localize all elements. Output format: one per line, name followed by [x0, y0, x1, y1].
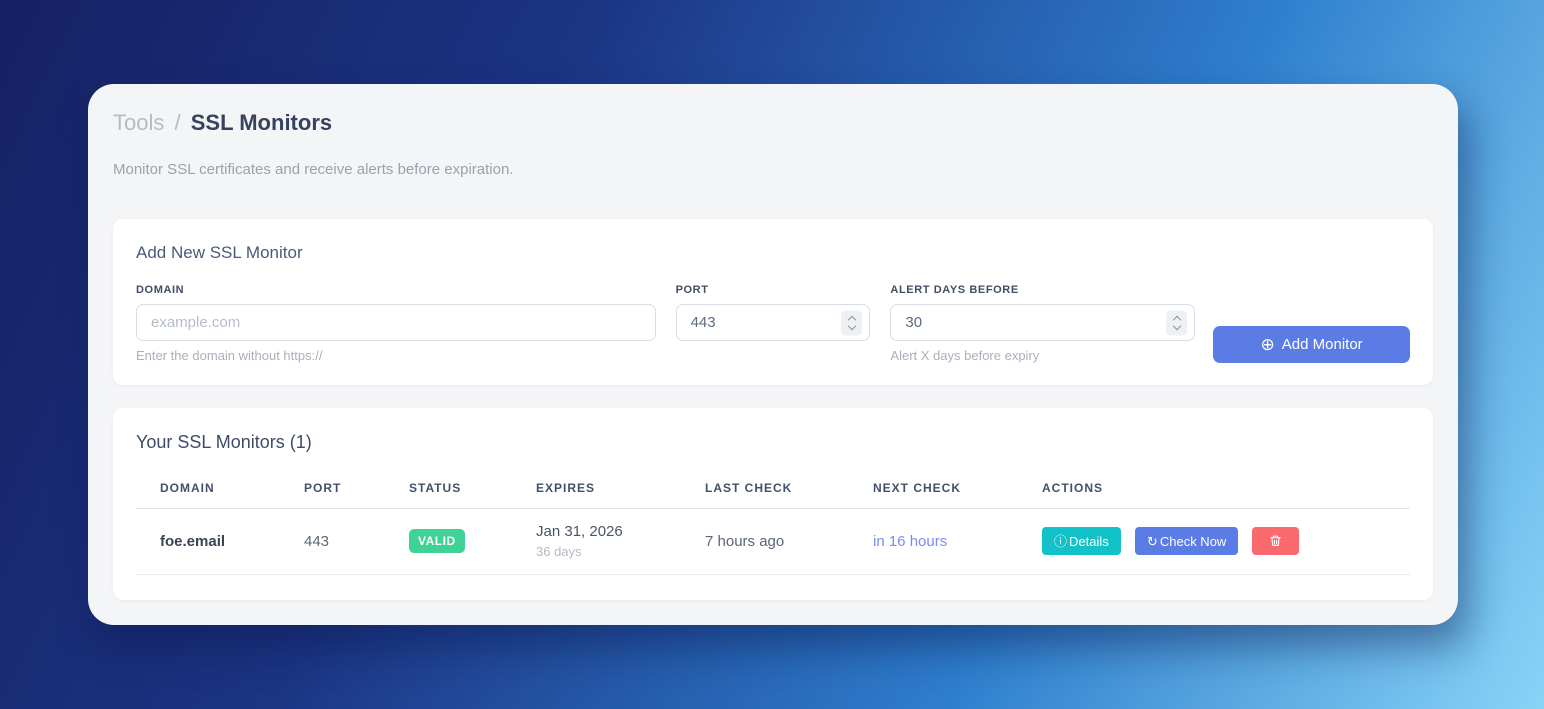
- chevron-down-icon: [1172, 321, 1181, 330]
- check-now-button-label: Check Now: [1159, 533, 1227, 549]
- chevron-down-icon: [847, 321, 857, 330]
- alert-days-field-group: ALERT DAYS BEFORE Alert X days before ex…: [890, 284, 1196, 363]
- monitors-table: DOMAIN PORT STATUS EXPIRES LAST CHECK NE…: [136, 475, 1410, 575]
- alert-days-label: ALERT DAYS BEFORE: [890, 284, 1019, 296]
- last-check-time: 7 hours ago: [681, 508, 849, 575]
- port-field-group: PORT: [675, 284, 871, 363]
- alert-days-stepper[interactable]: [1166, 310, 1188, 335]
- add-monitor-card: Add New SSL Monitor DOMAIN Enter the dom…: [113, 219, 1433, 385]
- details-button[interactable]: ⓘ Details: [1042, 527, 1121, 555]
- port-input[interactable]: [675, 304, 871, 341]
- monitors-card: Your SSL Monitors (1) DOMAIN PORT STATUS…: [113, 408, 1433, 600]
- column-header-next-check: NEXT CHECK: [849, 475, 1018, 509]
- check-now-button[interactable]: ↻ Check Now: [1134, 527, 1239, 555]
- details-button-label: Details: [1069, 533, 1109, 549]
- column-header-status: STATUS: [385, 475, 512, 509]
- expires-days-remaining: 36 days: [536, 544, 582, 559]
- add-monitor-form: DOMAIN Enter the domain without https://…: [136, 284, 1411, 363]
- alert-days-input[interactable]: [890, 304, 1196, 341]
- expires-date: Jan 31, 2026: [536, 523, 623, 540]
- column-header-last-check: LAST CHECK: [681, 475, 849, 509]
- plus-circle-icon: ⊕: [1260, 335, 1275, 354]
- refresh-icon: ↻: [1146, 533, 1158, 549]
- page-title: SSL Monitors: [190, 110, 333, 135]
- alert-days-help-text: Alert X days before expiry: [890, 348, 1040, 363]
- trash-icon: [1270, 535, 1282, 546]
- monitor-port: 443: [280, 508, 385, 575]
- monitor-domain: foe.email: [136, 508, 280, 575]
- column-header-domain: DOMAIN: [136, 475, 280, 509]
- main-panel: Tools / SSL Monitors Monitor SSL certifi…: [88, 84, 1458, 625]
- domain-help-text: Enter the domain without https://: [136, 348, 323, 363]
- info-icon: ⓘ: [1054, 533, 1068, 549]
- monitors-card-title: Your SSL Monitors (1): [136, 432, 312, 452]
- domain-input[interactable]: [136, 304, 656, 341]
- port-label: PORT: [675, 284, 709, 296]
- domain-field-group: DOMAIN Enter the domain without https://: [136, 284, 656, 363]
- breadcrumb-tools-link[interactable]: Tools: [113, 110, 165, 135]
- row-actions: ⓘ Details ↻ Check Now: [1018, 508, 1410, 575]
- port-stepper[interactable]: [841, 310, 863, 335]
- table-row: foe.email 443 VALID Jan 31, 2026 36 days…: [136, 508, 1410, 575]
- table-header-row: DOMAIN PORT STATUS EXPIRES LAST CHECK NE…: [136, 475, 1410, 509]
- add-monitor-button-label: Add Monitor: [1281, 336, 1363, 353]
- status-badge: VALID: [409, 529, 465, 553]
- breadcrumb-separator: /: [174, 110, 181, 135]
- column-header-port: PORT: [280, 475, 385, 509]
- breadcrumb: Tools / SSL Monitors: [113, 110, 1433, 136]
- page-subtitle: Monitor SSL certificates and receive ale…: [113, 161, 514, 178]
- column-header-actions: ACTIONS: [1018, 475, 1410, 509]
- delete-button[interactable]: [1252, 527, 1300, 555]
- column-header-expires: EXPIRES: [512, 475, 681, 509]
- domain-label: DOMAIN: [136, 284, 185, 296]
- add-monitor-button[interactable]: ⊕ Add Monitor: [1213, 326, 1411, 363]
- next-check-time: in 16 hours: [849, 508, 1018, 575]
- add-monitor-card-title: Add New SSL Monitor: [136, 243, 303, 262]
